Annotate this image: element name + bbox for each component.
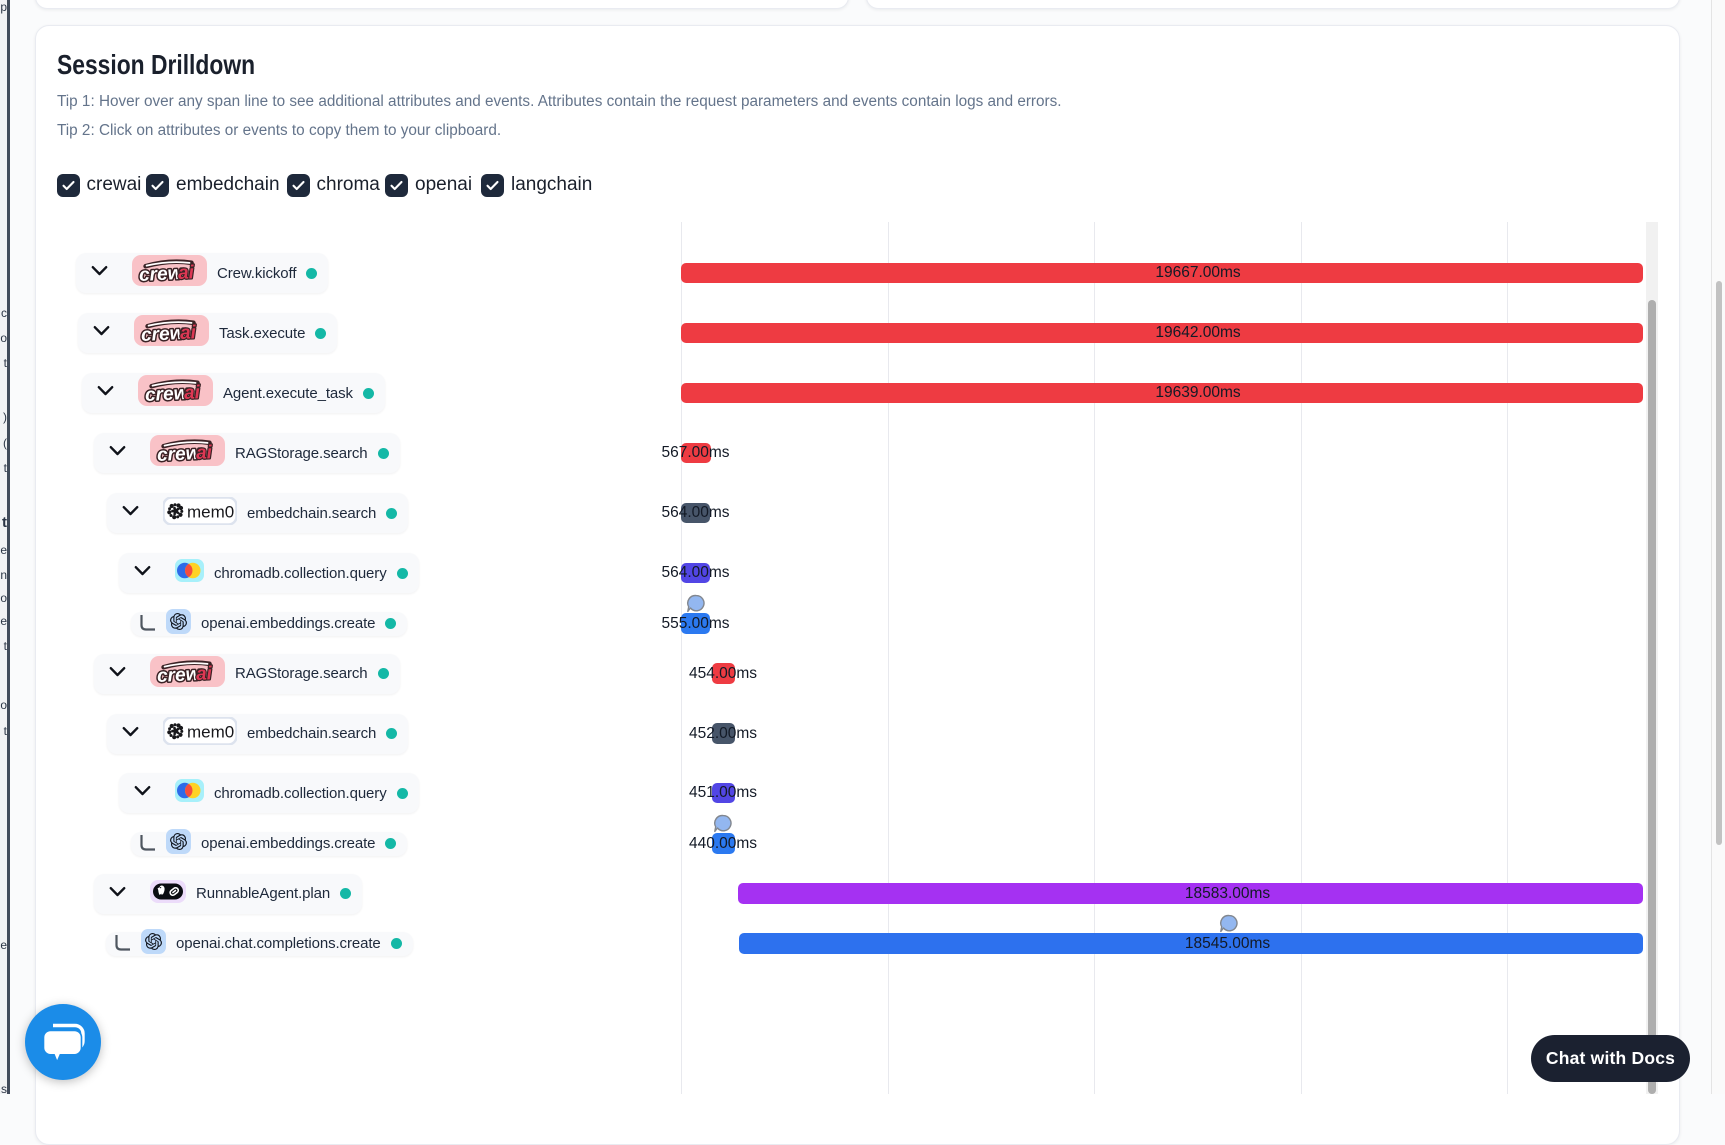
svg-text:mem0: mem0: [187, 723, 234, 742]
svg-text:ai: ai: [195, 442, 213, 464]
svg-text:ai: ai: [179, 322, 197, 344]
svg-text:mem0: mem0: [187, 502, 234, 521]
svg-text:ai: ai: [177, 262, 195, 284]
svg-text:crew: crew: [145, 383, 191, 406]
svg-text:ai: ai: [195, 663, 213, 685]
svg-text:crew: crew: [157, 663, 203, 686]
svg-text:crew: crew: [139, 263, 185, 286]
svg-text:crew: crew: [141, 323, 187, 346]
svg-text:ai: ai: [183, 382, 201, 404]
svg-text:crew: crew: [157, 443, 203, 466]
